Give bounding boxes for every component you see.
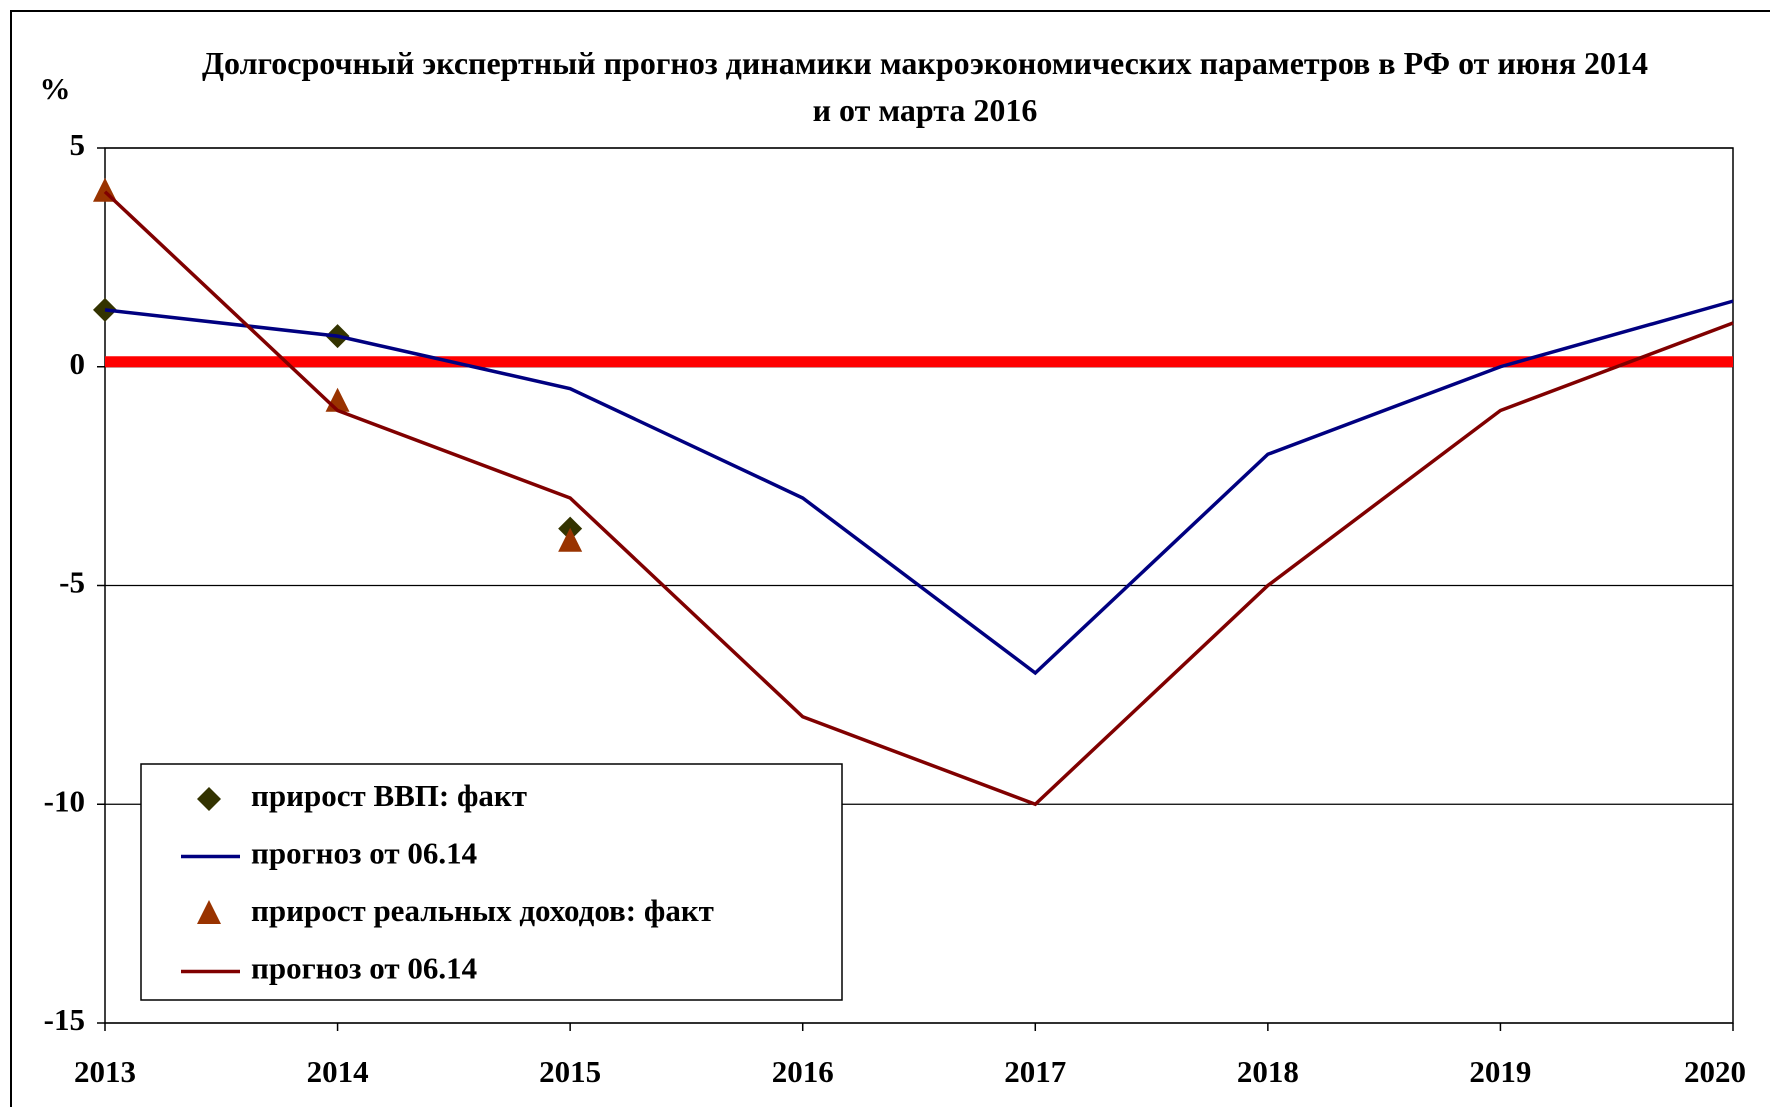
legend-marker <box>197 787 221 811</box>
legend-marker <box>197 900 221 924</box>
chart-title: Долгосрочный экспертный прогноз динамики… <box>201 45 1648 128</box>
y-tick-label: 0 <box>70 346 86 381</box>
x-tick-label: 2013 <box>74 1054 136 1089</box>
y-axis-label: % <box>40 71 71 106</box>
y-tick-label: -10 <box>44 783 85 818</box>
legend-label: прирост ВВП: факт <box>251 778 527 813</box>
series-line <box>104 299 1734 676</box>
series-line <box>103 190 1734 807</box>
x-tick-label: 2015 <box>539 1054 601 1089</box>
data-point <box>558 527 583 552</box>
y-tick-label: 5 <box>70 127 86 162</box>
legend-label: прирост реальных доходов: факт <box>251 893 714 928</box>
x-tick-label: 2016 <box>772 1054 834 1089</box>
y-tick-label: -5 <box>59 565 85 600</box>
x-tick-label: 2014 <box>307 1054 369 1089</box>
x-tick-label: 2019 <box>1469 1054 1531 1089</box>
chart-frame <box>10 10 1770 1107</box>
x-tick-label: 2018 <box>1237 1054 1299 1089</box>
x-tick-label: 2017 <box>1004 1054 1066 1089</box>
y-tick-label: -15 <box>44 1002 85 1037</box>
legend-label: прогноз от 06.14 <box>251 836 477 871</box>
legend-box <box>140 763 843 1001</box>
x-tick-label: 2020 <box>1684 1054 1746 1089</box>
legend-label: прогноз от 06.14 <box>251 951 477 986</box>
